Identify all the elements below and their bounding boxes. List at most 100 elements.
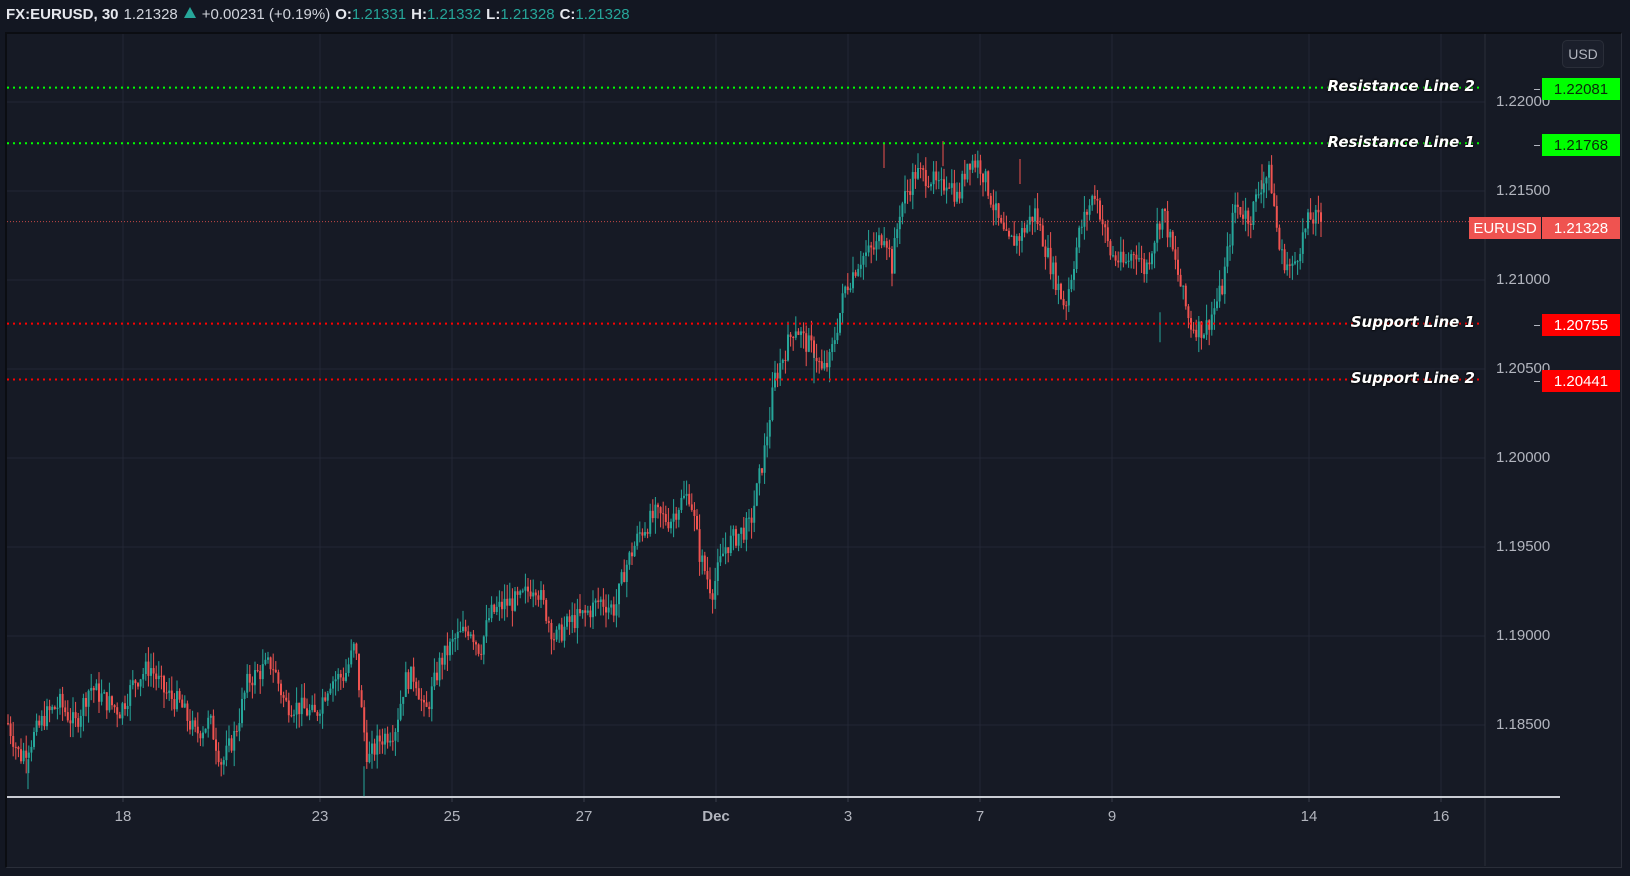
candle-body <box>1161 208 1164 230</box>
candle-body <box>1125 261 1127 263</box>
currency-button[interactable]: USD <box>1562 40 1604 68</box>
candle-body <box>399 703 402 720</box>
candle-body <box>948 187 951 189</box>
candle-body <box>589 610 592 618</box>
candle-body <box>594 600 597 603</box>
candle-body <box>1288 264 1291 266</box>
candle-body <box>1099 200 1101 220</box>
candle-body <box>72 712 74 724</box>
candle-body <box>467 631 470 637</box>
candle-body <box>716 562 719 582</box>
candle-body <box>740 527 743 534</box>
price-tick-label: 1.19000 <box>1496 627 1551 644</box>
candle-body <box>74 712 77 719</box>
candle-body <box>1296 261 1299 263</box>
support-line-1-price-tag: 1.20755 <box>1542 314 1620 336</box>
candle-body <box>906 191 909 193</box>
candle-body <box>761 468 763 473</box>
candle-body <box>298 702 301 715</box>
candle-body <box>235 730 238 732</box>
high-value: 1.21332 <box>426 5 482 23</box>
candle-body <box>126 705 129 710</box>
candle-body <box>407 672 410 689</box>
candle-body <box>953 183 956 202</box>
candle-body <box>134 680 137 684</box>
candle-body <box>20 749 22 762</box>
candle-body <box>898 216 901 230</box>
candle-body <box>633 545 636 557</box>
candle-body <box>378 735 381 742</box>
candle-body <box>165 692 168 694</box>
candle-body <box>833 340 836 345</box>
price-tick-label: 1.19500 <box>1496 538 1551 555</box>
candle-body <box>194 720 197 727</box>
candle-body <box>904 191 906 204</box>
close-value: 1.21328 <box>575 5 630 23</box>
candle-body <box>456 631 459 639</box>
candle-body <box>599 599 602 603</box>
candle-body <box>789 334 792 337</box>
candle-body <box>612 604 615 616</box>
candle-body <box>355 643 358 654</box>
candle-body <box>51 706 54 711</box>
candle-body <box>264 659 267 665</box>
candle-body <box>1164 208 1166 212</box>
candle-body <box>995 203 997 211</box>
candle-body <box>924 169 927 187</box>
candle-body <box>1226 246 1229 267</box>
candle-body <box>358 653 360 691</box>
candle-body <box>14 746 17 748</box>
candle-body <box>841 293 844 314</box>
candle-body <box>118 714 121 719</box>
candle-body <box>1018 236 1021 241</box>
chart-pane[interactable] <box>5 32 1622 868</box>
candle-body <box>363 707 366 733</box>
candle-body <box>459 631 462 633</box>
candle-body <box>1106 227 1109 242</box>
symbol-header: FX:EURUSD, 30 1.21328 +0.00231 (+0.19%) … <box>6 4 630 24</box>
candle-body <box>391 740 394 742</box>
candle-body <box>659 507 662 514</box>
candle-body <box>228 738 230 746</box>
candle-body <box>1187 306 1190 319</box>
candle-body <box>649 510 652 534</box>
candle-body <box>909 191 912 195</box>
candle-body <box>675 513 678 520</box>
up-triangle-icon <box>183 7 196 18</box>
candle-body <box>436 672 438 681</box>
candle-body <box>646 532 649 534</box>
candle-body <box>802 331 805 334</box>
candle-body <box>1252 201 1255 225</box>
candle-body <box>285 697 288 701</box>
candle-body <box>95 683 98 691</box>
candle-body <box>137 683 139 687</box>
candle-body <box>693 509 696 516</box>
candle-body <box>105 692 108 711</box>
price-tick-label: 1.21000 <box>1496 271 1551 288</box>
candle-body <box>511 598 514 611</box>
candle-body <box>443 645 446 665</box>
candle-body <box>1203 334 1205 338</box>
candle-body <box>542 590 545 600</box>
candle-body <box>90 687 93 691</box>
candle-body <box>1177 259 1179 275</box>
candle-body <box>1008 230 1010 237</box>
candle-body <box>737 533 740 546</box>
candle-body <box>1052 262 1055 275</box>
candle-body <box>160 675 163 677</box>
candle-body <box>1309 212 1312 220</box>
candle-body <box>230 738 233 751</box>
close-label: C: <box>559 5 576 23</box>
candle-body <box>267 657 269 660</box>
candle-body <box>529 591 532 597</box>
candle-body <box>638 532 641 534</box>
candle-body <box>917 168 919 179</box>
candle-body <box>345 672 347 681</box>
candle-body <box>1192 329 1195 331</box>
candle-body <box>1148 262 1151 265</box>
candle-body <box>1208 320 1211 330</box>
candle-body <box>732 529 735 536</box>
symbol-title[interactable]: FX:EURUSD, 30 <box>6 5 119 23</box>
candle-body <box>623 572 626 582</box>
